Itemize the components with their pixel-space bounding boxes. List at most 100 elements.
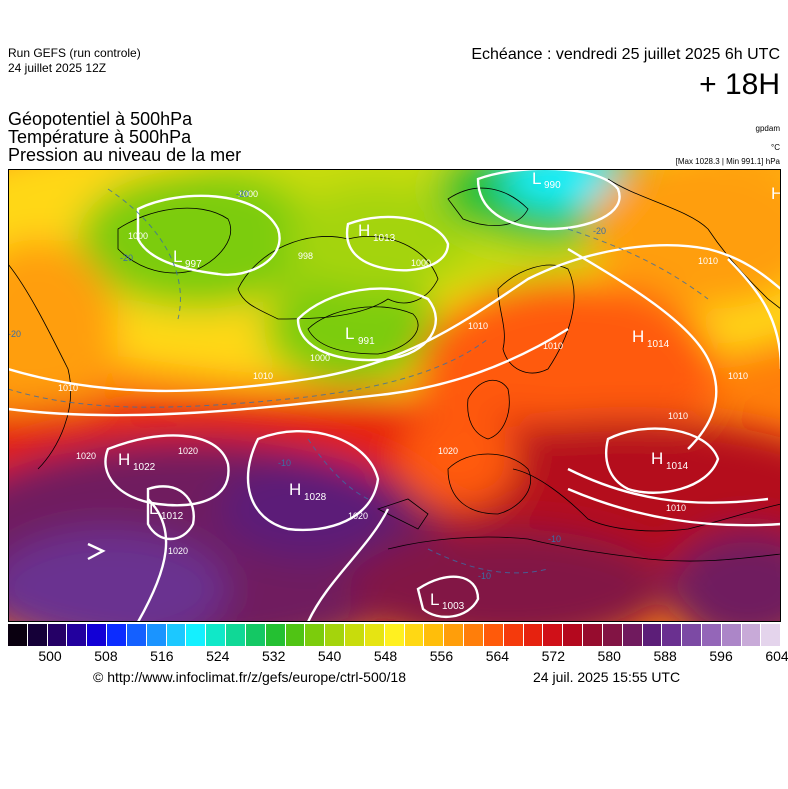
isobar-label: 1010 — [253, 371, 273, 381]
color-scale-swatch — [146, 624, 167, 646]
center-high: H — [358, 221, 370, 240]
isobars — [8, 169, 781, 622]
parameter-geopotential: Géopotentiel à 500hPa — [8, 109, 193, 129]
unit-pressure-range: [Max 1028.3 | Min 991.1] hPa — [675, 157, 780, 166]
center-low: L — [345, 324, 354, 343]
center-value: 1013 — [373, 233, 396, 244]
center-value: 1003 — [442, 601, 465, 612]
center-high: H — [289, 480, 301, 499]
color-scale-swatch — [424, 624, 445, 646]
color-scale-tick-label: 556 — [429, 648, 454, 664]
color-scale-swatch — [523, 624, 544, 646]
color-scale-swatch — [464, 624, 484, 646]
isobar-label: 1010 — [728, 371, 748, 381]
color-scale-swatch — [583, 624, 603, 646]
forecast-valid-time: Echéance : vendredi 25 juillet 2025 6h U… — [471, 46, 780, 63]
center-value: 1022 — [133, 462, 156, 473]
weather-map: L 997 H 1013 L 991 L 990 H 1014 H 1022 L… — [8, 169, 781, 622]
isobar-label: 1020 — [178, 446, 198, 456]
generated-time: 24 juil. 2025 15:55 UTC — [533, 669, 681, 685]
center-high: H — [118, 450, 130, 469]
color-scale-swatch — [404, 624, 425, 646]
temperature-contours — [8, 188, 709, 574]
color-scale-tick-label: 532 — [262, 648, 286, 664]
temperature-label: -20 — [120, 253, 133, 263]
center-low: L — [173, 247, 182, 266]
color-scale-swatch — [186, 624, 207, 646]
run-title: Run GEFS (run controle) — [8, 46, 141, 60]
color-scale-swatch — [87, 624, 108, 646]
temperature-value-labels: -20 -20 -20 -10 -10 -10 -20 — [8, 189, 606, 581]
color-scale-swatch — [345, 624, 365, 646]
color-scale-swatch — [662, 624, 683, 646]
center-low: L — [430, 590, 439, 609]
color-scale-tick-label: 580 — [597, 648, 621, 664]
temperature-label: -10 — [548, 534, 561, 544]
isobar-label: 1000 — [238, 189, 258, 199]
source-url: © http://www.infoclimat.fr/z/gefs/europe… — [93, 669, 407, 685]
color-scale-swatch — [245, 624, 266, 646]
center-value: 997 — [185, 259, 202, 270]
color-scale-swatch — [364, 624, 385, 646]
color-scale-swatch — [126, 624, 147, 646]
isobar-label: 1000 — [411, 258, 431, 268]
color-scale-swatch — [741, 624, 762, 646]
isobar-label: 1000 — [310, 353, 330, 363]
color-scale-swatch — [503, 624, 524, 646]
coastlines — [8, 178, 781, 562]
center-high: H — [771, 184, 781, 203]
color-scale-swatch — [67, 624, 88, 646]
center-low: L — [532, 169, 541, 188]
color-scale-swatch — [642, 624, 663, 646]
color-scale-swatch — [107, 624, 127, 646]
isobar-label: 1020 — [438, 446, 458, 456]
temperature-label: -20 — [593, 226, 606, 236]
center-value: 990 — [544, 180, 561, 191]
color-scale-swatch — [622, 624, 643, 646]
isobar-label: 1010 — [666, 503, 686, 513]
color-scale-swatch — [47, 624, 68, 646]
color-scale-tick-label: 604 — [765, 648, 788, 664]
color-scale-swatch — [27, 624, 48, 646]
center-value: 1028 — [304, 492, 327, 503]
temperature-label: -10 — [478, 571, 491, 581]
isobar-label: 998 — [298, 251, 313, 261]
unit-geopotential: gpdam — [755, 124, 780, 133]
color-scale-tick-label: 500 — [38, 648, 62, 664]
isobar-label: 1010 — [468, 321, 488, 331]
color-scale-swatch — [265, 624, 286, 646]
color-scale-swatch — [325, 624, 346, 646]
color-scale-tick-label: 588 — [653, 648, 677, 664]
color-scale-bar — [8, 624, 782, 646]
color-scale-tick-label: 524 — [206, 648, 230, 664]
color-scale-tick-label: 508 — [94, 648, 118, 664]
center-value: 1014 — [647, 339, 670, 350]
color-scale-tick-label: 548 — [373, 648, 398, 664]
color-scale-swatch — [206, 624, 227, 646]
isobar-value-labels: 1000 998 1000 1000 1010 1010 1010 1010 1… — [58, 189, 748, 556]
color-scale-tick-label: 540 — [317, 648, 342, 664]
temperature-label: -10 — [278, 458, 291, 468]
center-low: L — [149, 499, 158, 518]
color-scale-swatch — [8, 624, 28, 646]
color-scale-swatch — [721, 624, 742, 646]
color-scale-ticks: 500 508 516 524 532 540 548 556 564 572 580 588 596 6… — [8, 648, 788, 668]
center-high: H — [632, 327, 644, 346]
isobar-label: 1020 — [76, 451, 96, 461]
color-scale-swatch — [563, 624, 584, 646]
center-value: 1012 — [161, 511, 184, 522]
parameter-temperature: Température à 500hPa — [8, 127, 192, 147]
color-scale-swatch — [166, 624, 187, 646]
color-scale-swatch — [444, 624, 465, 646]
color-scale-swatch — [682, 624, 702, 646]
color-scale-tick-label: 516 — [150, 648, 174, 664]
run-date: 24 juillet 2025 12Z — [8, 61, 107, 75]
isobar-label: 1010 — [543, 341, 563, 351]
color-scale-swatch — [701, 624, 722, 646]
isobar-label: 1020 — [348, 511, 368, 521]
isobar-label: 1010 — [668, 411, 688, 421]
color-scale-swatch — [285, 624, 306, 646]
color-scale-swatch — [602, 624, 623, 646]
color-scale-swatch — [543, 624, 564, 646]
isobar-label: 1000 — [128, 231, 148, 241]
